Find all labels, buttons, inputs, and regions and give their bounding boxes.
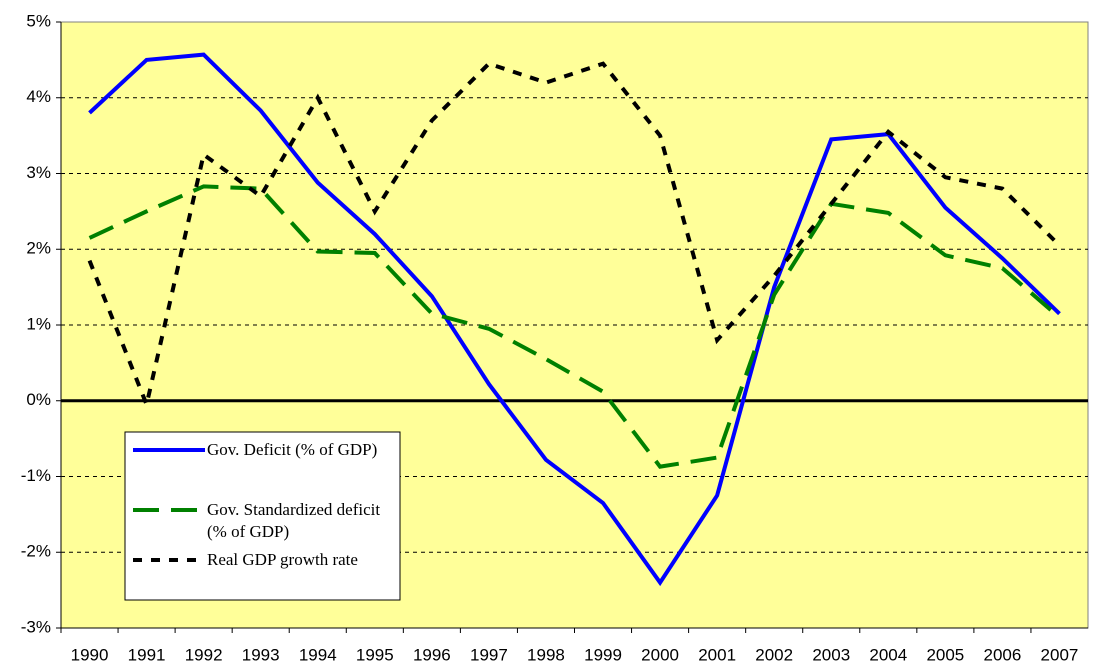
y-tick-label: 4% <box>26 87 51 106</box>
legend-label-box: Gov. Standardized deficit (% of GDP) <box>207 500 381 541</box>
legend-label-box: Real GDP growth rate <box>207 550 358 569</box>
x-tick-label: 1999 <box>584 645 622 664</box>
x-tick-label: 1995 <box>356 645 394 664</box>
legend-label-box: Gov. Deficit (% of GDP) <box>207 440 378 459</box>
x-tick-label: 1990 <box>71 645 109 664</box>
y-tick-label: -2% <box>21 542 51 561</box>
x-tick-label: 1991 <box>128 645 166 664</box>
x-tick-label: 2002 <box>755 645 793 664</box>
x-tick-label: 1996 <box>413 645 451 664</box>
x-tick-label: 2003 <box>812 645 850 664</box>
x-tick-label: 2006 <box>984 645 1022 664</box>
legend-label: Real GDP growth rate <box>207 550 358 569</box>
x-tick-label: 2007 <box>1041 645 1079 664</box>
y-tick-label: 1% <box>26 314 51 333</box>
y-tick-label: -1% <box>21 466 51 485</box>
x-tick-label: 2000 <box>641 645 679 664</box>
series-line <box>87 61 1061 412</box>
x-tick-label: 1997 <box>470 645 508 664</box>
y-tick-label: 0% <box>26 390 51 409</box>
x-tick-label: 1992 <box>185 645 223 664</box>
x-tick-label: 2005 <box>926 645 964 664</box>
x-tick-label: 2004 <box>869 645 907 664</box>
legend-label: Gov. Deficit (% of GDP) <box>207 440 378 459</box>
y-tick-label: 3% <box>26 163 51 182</box>
x-tick-label: 2001 <box>698 645 736 664</box>
series-line <box>88 52 1061 587</box>
legend-label: Gov. Standardized deficit (% of GDP) <box>207 500 381 541</box>
x-tick-label: 1998 <box>527 645 565 664</box>
y-tick-label: 2% <box>26 239 51 258</box>
y-tick-label: -3% <box>21 617 51 636</box>
y-tick-label: 5% <box>26 11 51 30</box>
x-tick-label: 1993 <box>242 645 280 664</box>
legend-box <box>124 431 401 601</box>
x-tick-label: 1994 <box>299 645 337 664</box>
